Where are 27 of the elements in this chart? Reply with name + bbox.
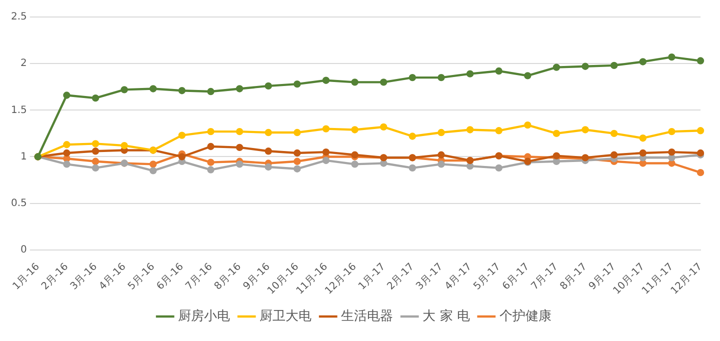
y-tick-label: 2.5 [10, 12, 27, 23]
y-tick-label: 1 [20, 151, 27, 162]
legend-label: 大 家 电 [422, 308, 470, 324]
x-tick-label: 6月-17 [500, 261, 532, 292]
legend-label: 厨房小电 [178, 308, 230, 324]
x-tick-label: 7月-16 [184, 261, 215, 292]
x-tick-label: 3月-17 [414, 261, 446, 292]
x-tick-label: 8月-16 [212, 261, 244, 292]
x-tick-label: 8月-17 [558, 261, 590, 292]
x-tick-label: 4月-16 [97, 261, 128, 292]
x-tick-label: 1月-16 [10, 261, 42, 292]
x-tick-label: 1月-17 [356, 261, 388, 292]
y-tick-label: 2 [20, 58, 27, 70]
legend-label: 厨卫大电 [260, 308, 312, 324]
x-tick-label: 6月-16 [155, 261, 186, 292]
legend-label: 个护健康 [499, 308, 552, 324]
y-tick-label: 0 [20, 244, 27, 256]
x-tick-label: 2月-17 [385, 261, 416, 292]
x-tick-label: 7月-17 [530, 261, 560, 292]
y-tick-label: 1.5 [10, 104, 27, 116]
y-tick-label: 0.5 [10, 198, 27, 209]
x-tick-label: 5月-17 [472, 261, 503, 292]
x-tick-label: 2月-16 [40, 261, 71, 292]
x-tick-label: 5月-16 [126, 261, 158, 292]
x-tick-label: 4月-17 [443, 261, 474, 292]
x-tick-label: 3月-16 [68, 261, 100, 292]
legend-label: 生活电器 [341, 308, 394, 324]
